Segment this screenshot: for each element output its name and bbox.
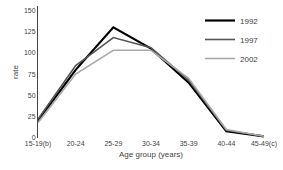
svg-text:2002: 2002 [240,55,258,64]
svg-text:30-34: 30-34 [142,140,160,147]
svg-text:15-19(b): 15-19(b) [25,140,51,148]
svg-text:125: 125 [24,28,36,35]
svg-text:50: 50 [28,92,36,99]
svg-text:20-24: 20-24 [67,140,85,147]
svg-text:35-39: 35-39 [180,140,198,147]
svg-text:0: 0 [32,134,36,141]
svg-text:25-29: 25-29 [104,140,122,147]
svg-text:1997: 1997 [240,36,258,45]
svg-text:1992: 1992 [240,17,258,26]
svg-text:25: 25 [28,113,36,120]
svg-text:40-44: 40-44 [217,140,235,147]
svg-text:150: 150 [24,7,36,14]
svg-text:rate: rate [11,65,20,79]
svg-text:Age group (years): Age group (years) [119,150,183,159]
svg-text:75: 75 [28,71,36,78]
svg-text:100: 100 [24,49,36,56]
svg-text:45-49(c): 45-49(c) [251,140,277,148]
